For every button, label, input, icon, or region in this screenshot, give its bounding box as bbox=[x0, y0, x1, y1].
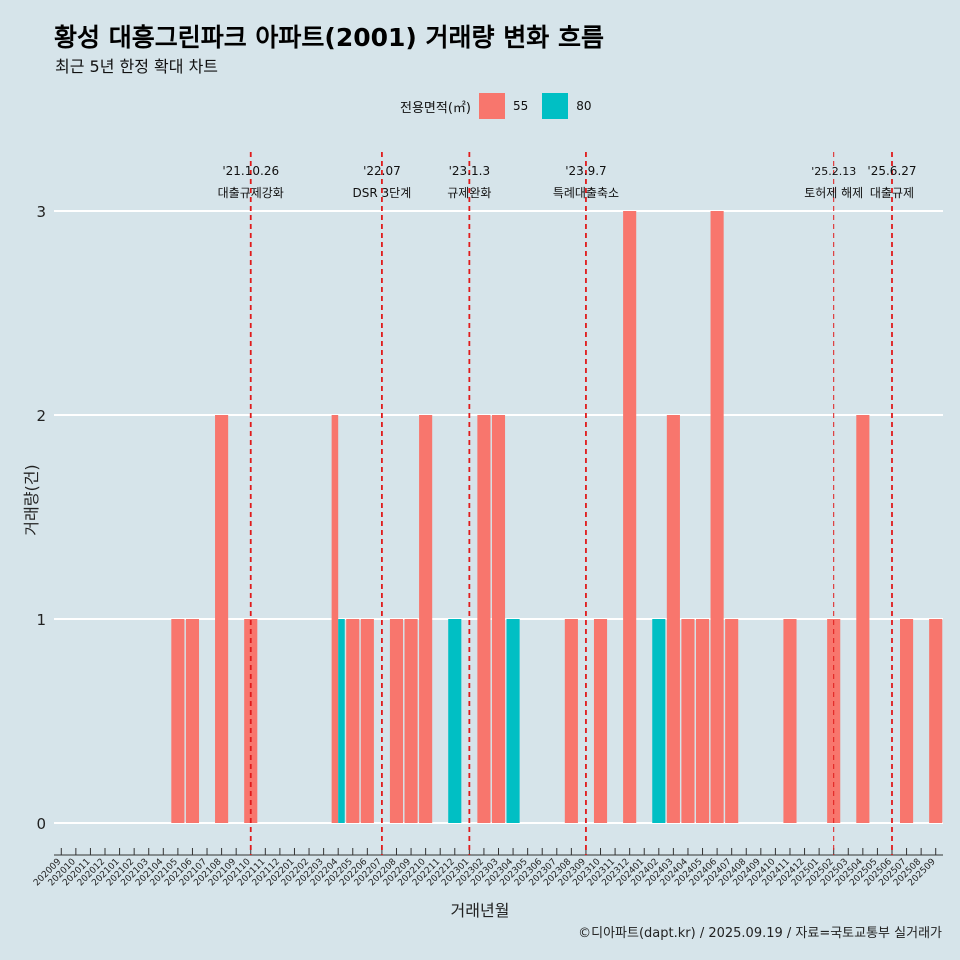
bar bbox=[389, 619, 404, 823]
bar bbox=[338, 619, 345, 823]
bar bbox=[681, 619, 695, 823]
bar bbox=[346, 619, 360, 823]
legend-key-55 bbox=[478, 93, 505, 119]
legend-label-80: 80 bbox=[576, 99, 592, 113]
y-tick-label: 1 bbox=[36, 611, 46, 629]
bar bbox=[623, 211, 637, 823]
bar bbox=[506, 619, 520, 823]
annotation-date: '25.2.13 bbox=[811, 165, 856, 178]
annotation-date: '21.10.26 bbox=[222, 164, 279, 178]
bar bbox=[419, 415, 433, 823]
legend-title: 전용면적(㎡) bbox=[400, 100, 471, 116]
annotation-text: 특례대출축소 bbox=[553, 186, 619, 200]
bar bbox=[593, 619, 608, 823]
bar bbox=[171, 619, 185, 823]
bar bbox=[331, 415, 339, 823]
chart-subtitle: 최근 5년 한정 확대 차트 bbox=[55, 57, 219, 76]
bar bbox=[725, 619, 739, 823]
bar bbox=[185, 619, 200, 823]
bar bbox=[783, 619, 797, 823]
bar bbox=[695, 619, 710, 823]
annotation-date: '23.1.3 bbox=[449, 164, 490, 178]
legend-label-55: 55 bbox=[512, 99, 529, 113]
annotation-date: '25.6.27 bbox=[867, 164, 916, 178]
bar bbox=[477, 415, 491, 823]
source-caption: ©디아파트(dapt.kr) / 2025.09.19 / 자료=국토교통부 실… bbox=[578, 926, 942, 941]
annotation-text: 토허제 해제 bbox=[804, 186, 863, 200]
annotation-date: '22.07 bbox=[363, 164, 401, 178]
annotation-text: 대출규제 bbox=[870, 186, 914, 200]
bar bbox=[666, 415, 680, 823]
legend: 전용면적(㎡) 55 80 bbox=[400, 93, 598, 119]
y-tick-label: 0 bbox=[36, 815, 46, 833]
bar bbox=[360, 619, 374, 823]
annotation-date: '23.9.7 bbox=[565, 164, 606, 178]
annotation-text: DSR 3단계 bbox=[353, 186, 412, 200]
chart-title: 황성 대흥그린파크 아파트(2001) 거래량 변화 흐름 bbox=[54, 23, 604, 52]
y-tick-label: 2 bbox=[36, 407, 46, 425]
annotation-text: 대출규제강화 bbox=[218, 186, 284, 200]
bar bbox=[929, 619, 943, 823]
bar bbox=[710, 211, 724, 823]
bar bbox=[856, 415, 870, 823]
y-axis-label: 거래량(건) bbox=[22, 464, 41, 536]
bar bbox=[491, 415, 506, 823]
y-tick-label: 3 bbox=[36, 203, 46, 221]
legend-key-80 bbox=[542, 93, 569, 119]
bar bbox=[404, 619, 418, 823]
bar bbox=[900, 619, 914, 823]
x-axis-label: 거래년월 bbox=[450, 901, 510, 920]
bar bbox=[215, 415, 229, 823]
bar bbox=[652, 619, 666, 823]
bar bbox=[448, 619, 462, 823]
annotation-text: 규제완화 bbox=[447, 186, 491, 200]
bar bbox=[564, 619, 578, 823]
